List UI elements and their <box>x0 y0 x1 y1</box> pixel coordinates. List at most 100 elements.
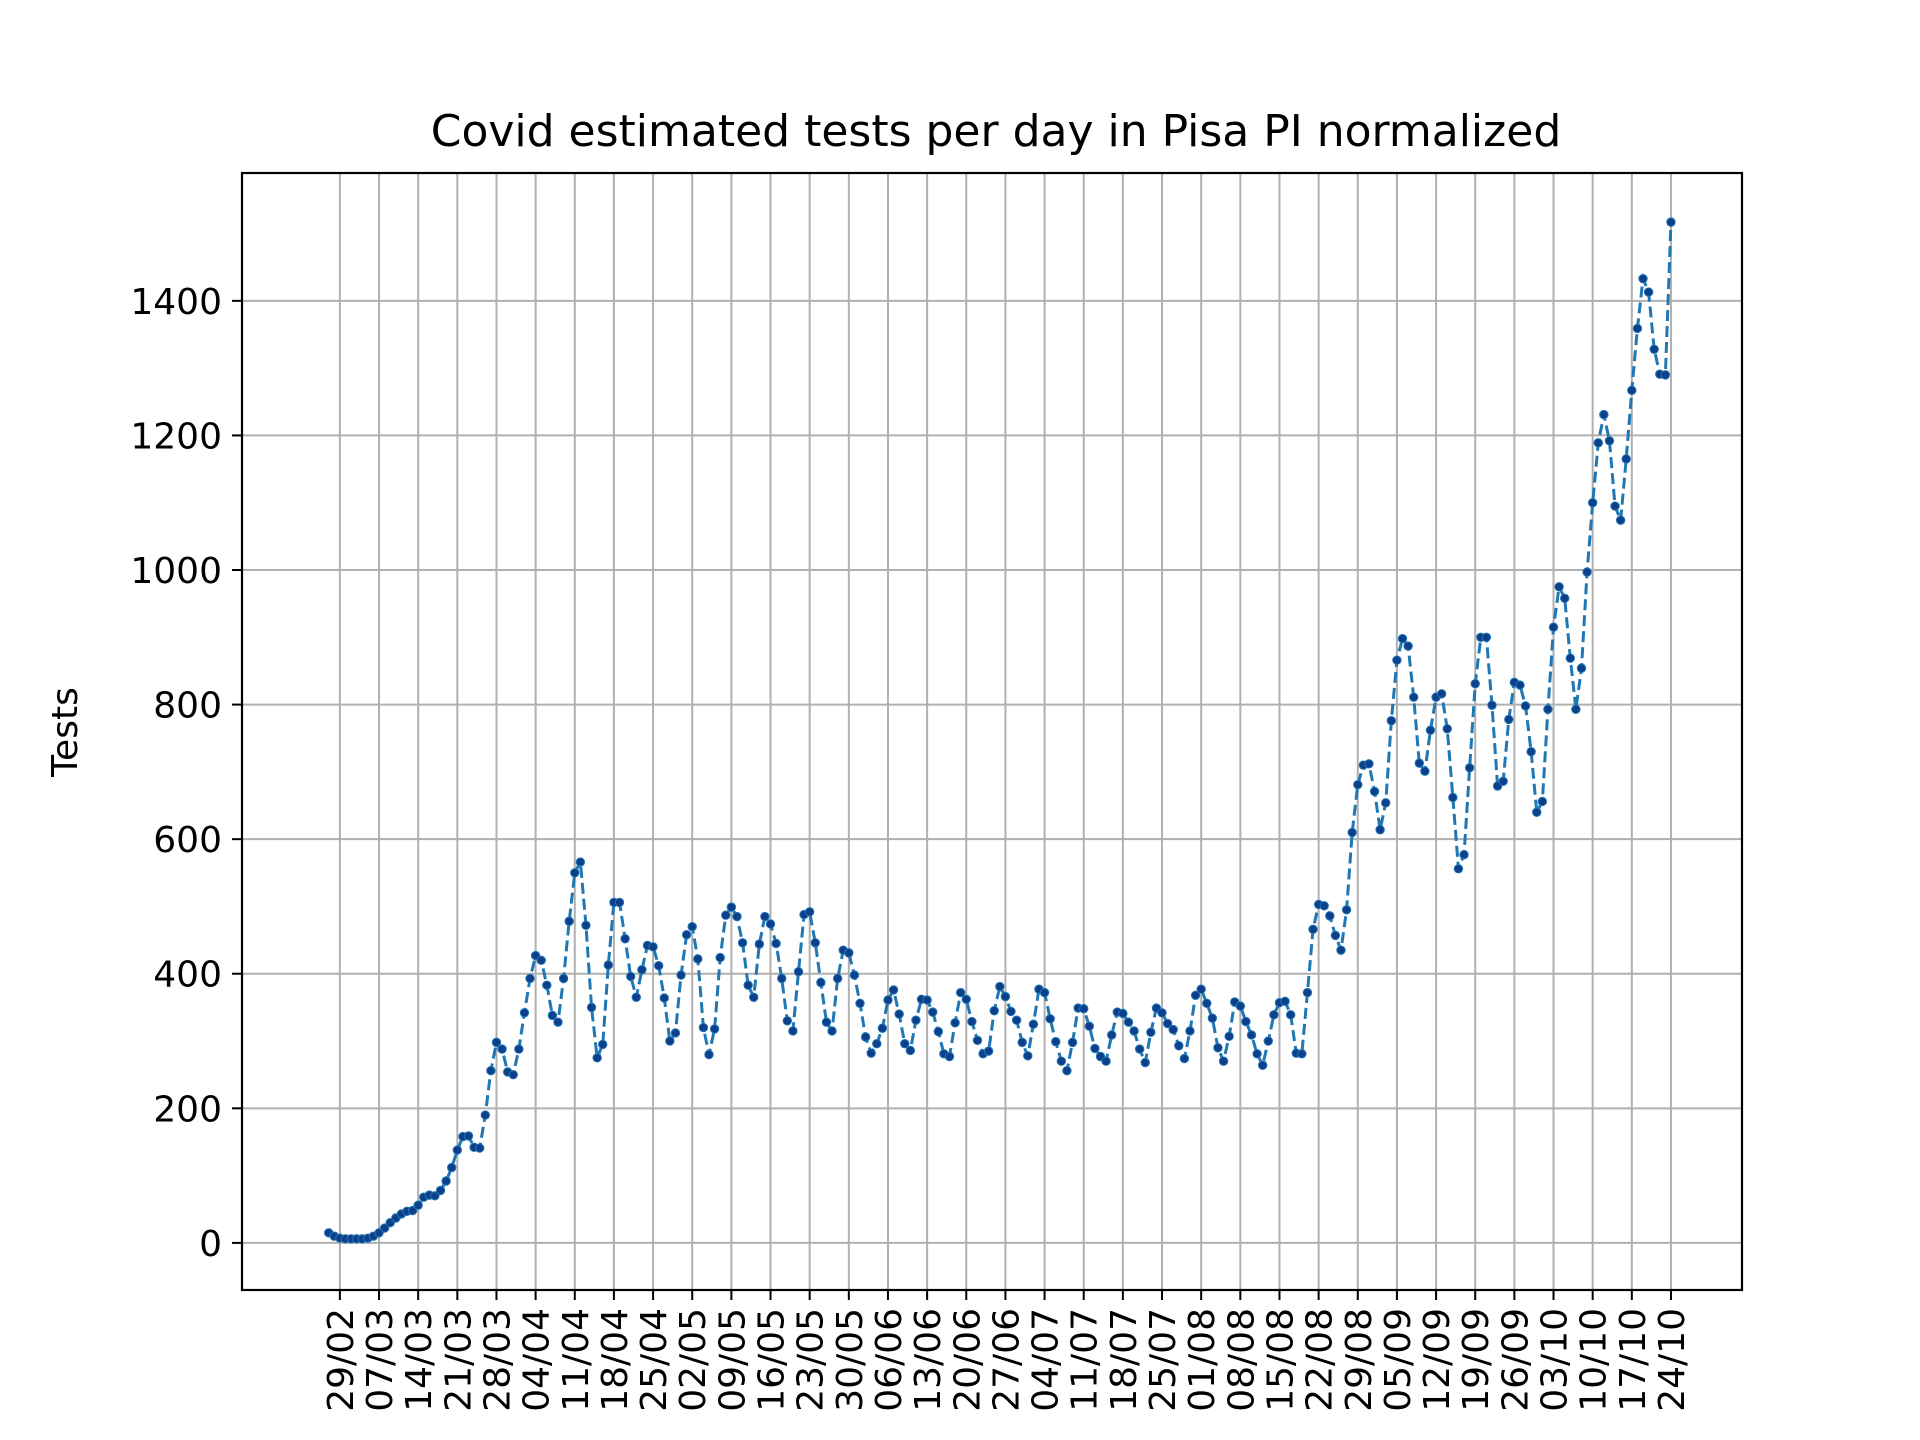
data-point <box>849 970 860 980</box>
data-point <box>441 1176 451 1186</box>
y-tick-label: 0 <box>199 1224 222 1265</box>
data-point <box>810 938 820 948</box>
data-point <box>1297 1049 1307 1059</box>
data-point <box>995 981 1005 992</box>
data-point <box>1470 679 1480 689</box>
data-point <box>1123 1017 1134 1027</box>
y-tick-label: 1000 <box>130 551 222 592</box>
data-point <box>1666 217 1676 227</box>
data-point <box>866 1048 876 1058</box>
data-point <box>1330 930 1341 941</box>
series-line <box>327 222 1673 1241</box>
data-point <box>894 1009 904 1019</box>
data-point <box>407 1205 418 1216</box>
data-point <box>1118 1008 1128 1019</box>
data-point <box>413 1200 423 1210</box>
data-point <box>1660 370 1671 380</box>
data-point <box>1252 1049 1262 1059</box>
x-tick-label: 06/06 <box>869 1308 910 1412</box>
data-point <box>1442 724 1452 734</box>
data-point <box>1638 273 1648 284</box>
data-point <box>732 911 742 922</box>
x-tick-label: 18/07 <box>1104 1308 1145 1412</box>
data-point <box>1190 990 1201 1000</box>
y-tick-label: 200 <box>153 1089 222 1130</box>
data-point <box>1341 905 1352 915</box>
data-point <box>553 1017 563 1027</box>
x-tick-label: 18/04 <box>595 1308 636 1412</box>
data-point <box>860 1032 871 1042</box>
data-point <box>1576 663 1587 673</box>
x-tick-label: 14/03 <box>399 1308 440 1412</box>
data-point <box>536 955 546 965</box>
data-point <box>698 1022 709 1033</box>
y-tick-label: 800 <box>153 686 222 727</box>
data-point <box>1599 409 1609 420</box>
data-point <box>804 907 815 917</box>
data-point <box>1129 1026 1139 1036</box>
data-point <box>1134 1044 1145 1054</box>
data-point <box>1526 746 1536 757</box>
data-point <box>1420 766 1430 776</box>
data-point <box>1414 758 1424 768</box>
data-point <box>1302 987 1313 998</box>
data-point <box>754 939 765 949</box>
x-tick-label: 25/07 <box>1143 1308 1184 1412</box>
data-point <box>1241 1016 1251 1027</box>
x-tick-label: 26/09 <box>1495 1308 1536 1412</box>
data-point <box>760 911 770 922</box>
data-point <box>967 1016 977 1027</box>
data-point <box>983 1046 994 1056</box>
data-point <box>486 1065 496 1076</box>
data-point <box>1174 1041 1184 1051</box>
data-point <box>788 1026 798 1036</box>
data-point <box>1011 1015 1022 1025</box>
data-point <box>659 993 669 1003</box>
data-point <box>435 1185 446 1196</box>
data-point <box>1565 653 1576 663</box>
x-tick-label: 05/09 <box>1378 1308 1419 1412</box>
data-point <box>1403 641 1413 651</box>
data-point <box>1504 714 1514 725</box>
data-point <box>1453 864 1464 874</box>
data-point <box>1308 924 1318 935</box>
data-point <box>653 960 664 971</box>
data-point <box>1543 704 1553 714</box>
data-point <box>872 1039 882 1049</box>
x-tick-label: 11/04 <box>556 1308 597 1412</box>
data-point <box>1157 1008 1167 1018</box>
data-point <box>911 1015 921 1025</box>
data-point <box>598 1039 608 1050</box>
data-point <box>1448 792 1458 803</box>
plot-frame <box>240 171 1744 1292</box>
data-point <box>525 973 535 984</box>
data-point <box>620 934 630 944</box>
data-point <box>782 1016 792 1026</box>
data-point <box>1621 454 1631 464</box>
series-layer <box>323 217 1676 1244</box>
data-point <box>1185 1026 1195 1036</box>
data-point <box>816 977 826 988</box>
data-point <box>1587 498 1598 508</box>
data-point <box>737 938 748 948</box>
data-point <box>1615 515 1626 525</box>
y-tick-label: 1400 <box>130 282 222 323</box>
data-point <box>558 973 569 984</box>
x-tick-label: 04/04 <box>517 1308 558 1412</box>
data-point <box>542 980 552 990</box>
x-tick-label: 29/02 <box>321 1308 362 1412</box>
data-point <box>519 1008 530 1018</box>
data-point <box>933 1026 944 1037</box>
data-point <box>1375 825 1385 835</box>
data-point <box>631 992 641 1002</box>
data-point <box>1582 567 1592 577</box>
data-point <box>1548 622 1559 632</box>
x-tick-label: 02/05 <box>673 1308 714 1412</box>
data-point <box>1532 807 1542 817</box>
data-point <box>827 1026 837 1036</box>
data-point <box>681 930 692 940</box>
data-point <box>575 857 586 867</box>
data-point <box>1381 798 1391 808</box>
data-point <box>379 1223 390 1233</box>
